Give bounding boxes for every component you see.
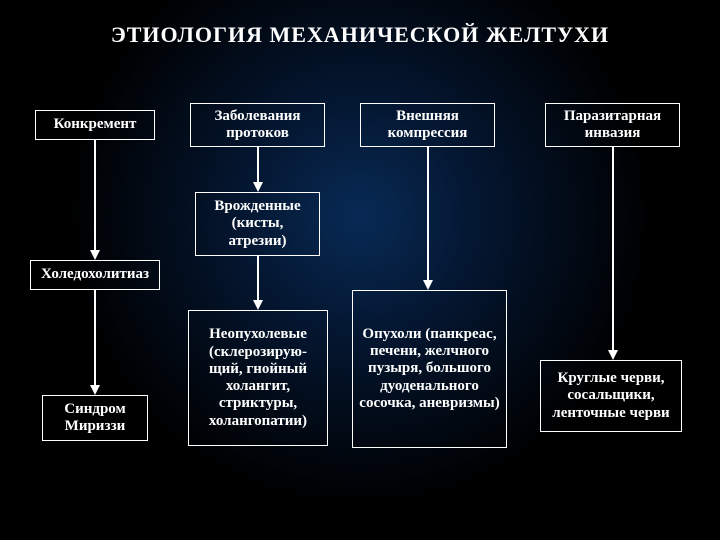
node-p1: Паразитарная инвазия: [545, 103, 680, 147]
node-d3: Неопухолевые (склерозирую-щий, гнойный х…: [188, 310, 328, 446]
node-d2: Врожденные (кисты, атрезии): [195, 192, 320, 256]
node-e1: Внешняя компрессия: [360, 103, 495, 147]
node-d1: Заболевания протоков: [190, 103, 325, 147]
slide-title: ЭТИОЛОГИЯ МЕХАНИЧЕСКОЙ ЖЕЛТУХИ: [0, 22, 720, 48]
arrow: [85, 130, 105, 270]
slide: ЭТИОЛОГИЯ МЕХАНИЧЕСКОЙ ЖЕЛТУХИ Конкремен…: [0, 0, 720, 540]
arrow: [85, 280, 105, 405]
node-e2: Опухоли (панкреас, печени, желчного пузы…: [352, 290, 507, 448]
arrow: [248, 246, 268, 320]
node-p2: Круглые черви, сосальщики, ленточные чер…: [540, 360, 682, 432]
node-c1: Конкремент: [35, 110, 155, 140]
node-c3: Синдром Мириззи: [42, 395, 148, 441]
arrow: [418, 137, 438, 300]
node-c2: Холедохолитиаз: [30, 260, 160, 290]
arrow: [603, 137, 623, 370]
